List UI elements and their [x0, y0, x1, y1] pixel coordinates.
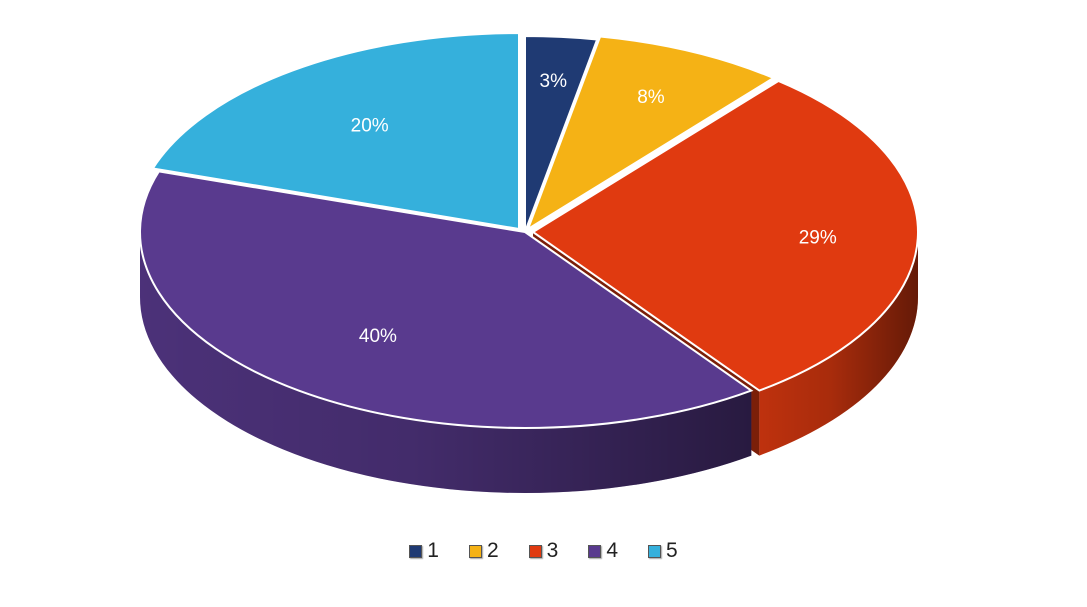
- pie-slice-4: [139, 170, 754, 429]
- legend-label-5: 5: [666, 539, 678, 562]
- legend-item-2: 2: [468, 538, 499, 564]
- legend-label-3: 3: [546, 539, 559, 562]
- data-label-1: 3%: [540, 71, 568, 92]
- slice-side-shade-3: [759, 232, 918, 456]
- legend-item-3: 3: [528, 538, 559, 564]
- pie-slice-5: [151, 31, 520, 231]
- slice-side-shade-4: [140, 232, 752, 493]
- data-label-4: 40%: [359, 326, 397, 347]
- legend-label-2: 2: [486, 539, 499, 562]
- legend-swatch-2: [468, 544, 482, 558]
- legend-swatch-1: [409, 544, 423, 558]
- data-label-3: 29%: [799, 228, 837, 249]
- legend: 1 2 3 4 5: [0, 538, 1087, 564]
- data-label-5: 20%: [351, 115, 389, 136]
- legend-swatch-4: [588, 544, 602, 558]
- legend-item-4: 4: [588, 538, 618, 564]
- data-label-2: 8%: [637, 87, 665, 108]
- legend-swatch-5: [648, 544, 662, 558]
- legend-swatch-3: [528, 544, 542, 558]
- pie-slice-1: [524, 34, 599, 233]
- legend-label-1: 1: [427, 539, 439, 562]
- pie-slice-2: [526, 35, 776, 232]
- legend-label-4: 4: [606, 539, 619, 562]
- pie-slice-3: [531, 79, 919, 392]
- legend-item-5: 5: [648, 538, 678, 564]
- legend-item-1: 1: [409, 538, 439, 564]
